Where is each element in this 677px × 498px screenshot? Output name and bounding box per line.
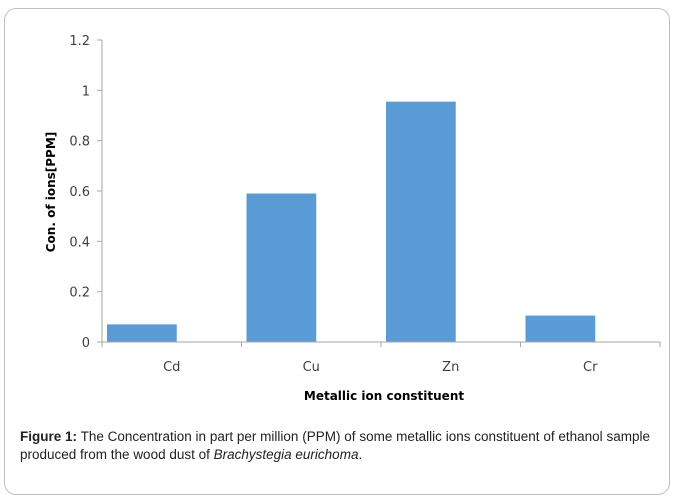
x-axis-title: Metallic ion constituent <box>304 389 464 403</box>
figure-frame <box>4 8 670 495</box>
x-tick-label: Cd <box>163 360 180 375</box>
y-axis-title: Con. of ions[PPM] <box>44 132 58 253</box>
bar-cr <box>525 315 596 342</box>
species-name: Brachystegia eurichoma <box>213 447 359 462</box>
bar-cd <box>107 324 177 342</box>
y-tick-label: 0 <box>82 336 90 351</box>
y-tick-label: 0.6 <box>69 185 90 200</box>
x-axis: Cd Cu Zn Cr <box>101 341 661 375</box>
figure-caption: Figure 1: The Concentration in part per … <box>20 428 650 464</box>
bar-chart: 0 0.2 0.4 0.6 0.8 1 1.2 Cd Cu Zn Cr Con. of ions[… <box>44 34 661 403</box>
y-tick-label: 0.2 <box>69 286 90 301</box>
x-tick-label: Cr <box>583 360 598 375</box>
bars <box>107 101 596 343</box>
y-tick-label: 0.8 <box>69 135 90 150</box>
y-tick-label: 1.2 <box>69 34 90 49</box>
bar-zn <box>386 101 456 343</box>
caption-text: The Concentration in part per million (P… <box>20 429 650 462</box>
y-tick-label: 1 <box>82 84 90 99</box>
y-tick-label: 0.4 <box>69 235 90 250</box>
x-tick-label: Cu <box>303 360 320 375</box>
y-axis: 0 0.2 0.4 0.6 0.8 1 1.2 <box>69 34 103 351</box>
caption-end: . <box>358 447 363 462</box>
bar-cu <box>246 193 317 342</box>
x-tick-label: Zn <box>442 360 459 375</box>
figure-label: Figure 1: <box>20 429 78 444</box>
